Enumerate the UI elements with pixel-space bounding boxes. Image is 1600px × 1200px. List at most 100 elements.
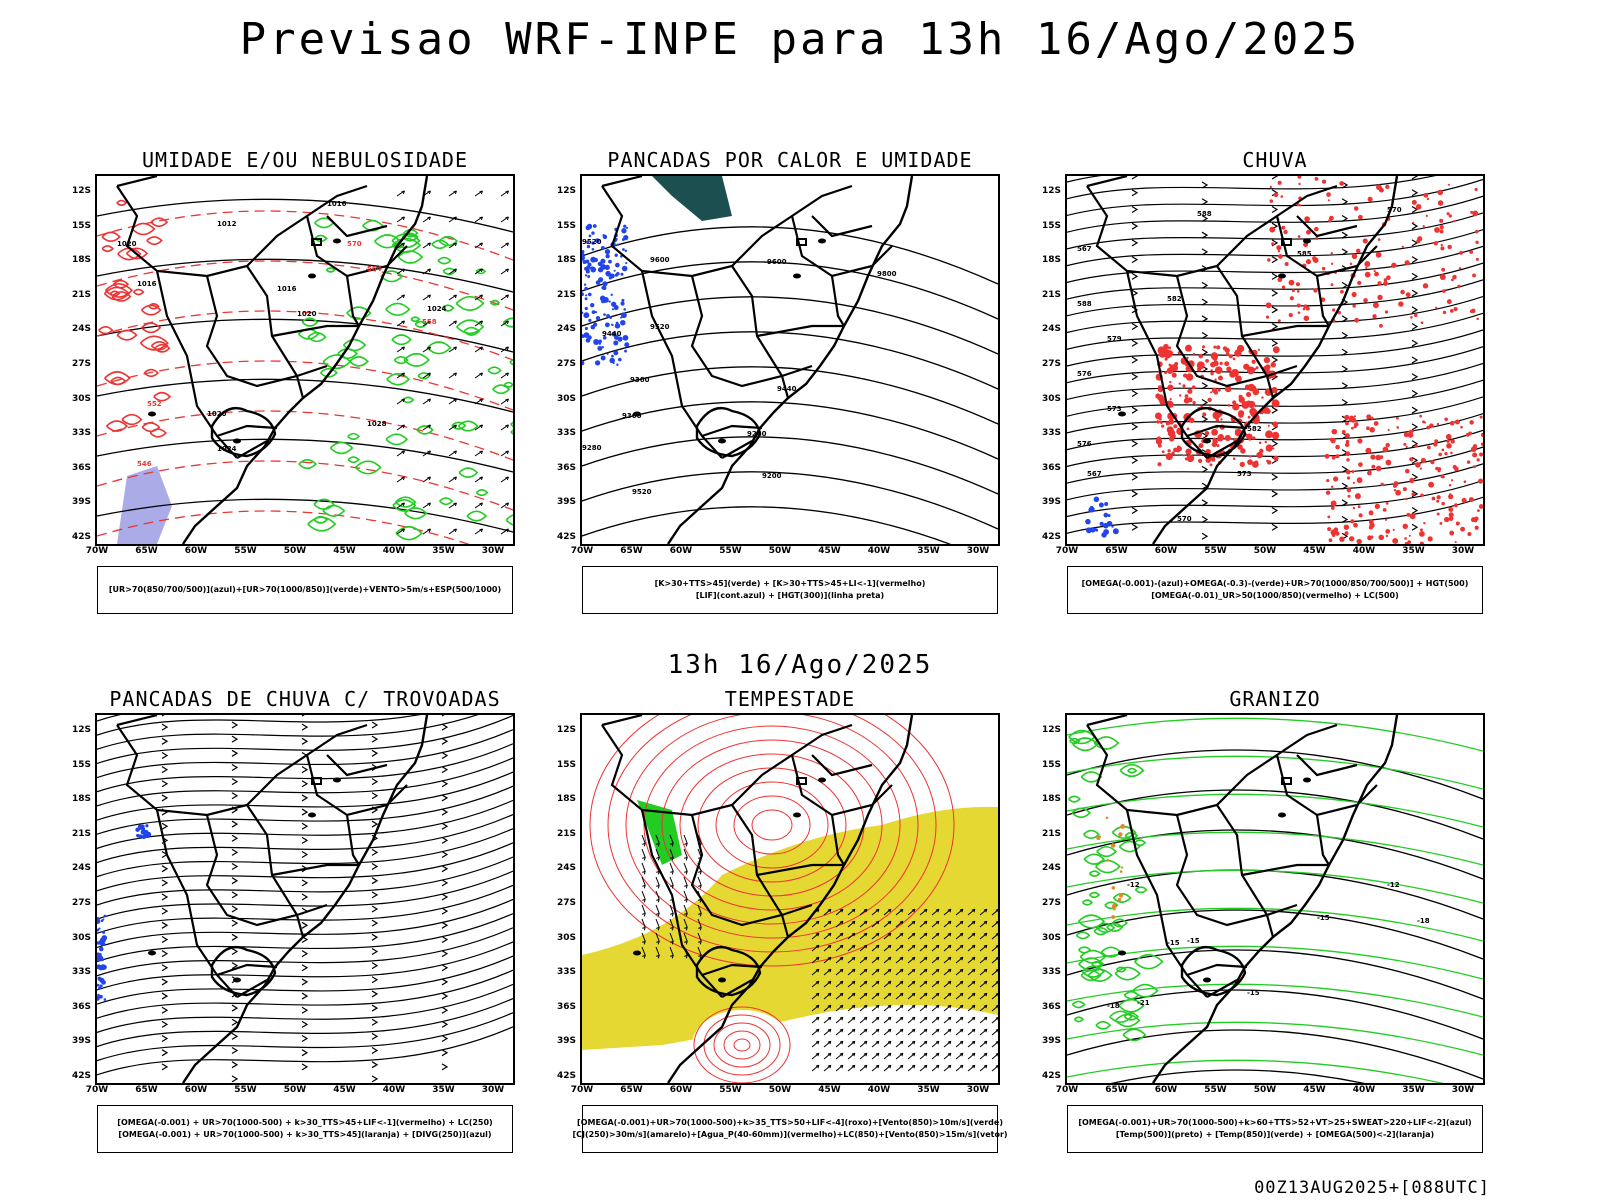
- lake-mark: [333, 238, 341, 244]
- contour-label: 582: [1167, 295, 1182, 303]
- arrowhead: [441, 950, 449, 958]
- arrowhead: [1131, 373, 1139, 381]
- wind-vector: [979, 956, 988, 964]
- rain-area: [1474, 520, 1478, 523]
- wind-vector-head: [863, 1040, 868, 1045]
- arrowhead: [231, 1061, 239, 1069]
- rain-area: [1267, 258, 1271, 262]
- wind-vector-head: [935, 920, 940, 925]
- rain-area: [1395, 489, 1402, 496]
- lat-tick: 21S: [1041, 289, 1061, 300]
- rain-area: [1469, 420, 1474, 425]
- wind-vector-head: [971, 1040, 976, 1045]
- arrowhead: [1411, 373, 1419, 381]
- contour-line: [97, 510, 471, 544]
- rain-area: [1182, 384, 1186, 388]
- wind-vector-head: [923, 968, 928, 973]
- legend-line: [OMEGA(-0.001) + UR>70(1000-500) + k>30_…: [117, 1118, 493, 1127]
- rain-area: [1364, 271, 1371, 278]
- arrowhead: [1131, 339, 1139, 347]
- humidity-contour: [313, 498, 335, 511]
- rain-area: [1435, 466, 1439, 471]
- wind-vector-head: [887, 1052, 892, 1057]
- wind-vector-head: [899, 980, 904, 985]
- rain-area: [1168, 436, 1175, 442]
- wind-vector: [979, 908, 988, 916]
- divg-blue-area: [97, 928, 100, 932]
- arrowhead: [441, 992, 449, 1000]
- rain-area: [1205, 457, 1212, 463]
- wind-vector: [931, 1064, 940, 1072]
- wind-vector: [991, 981, 998, 988]
- wind-vector-head: [427, 372, 431, 377]
- arrowhead: [441, 1006, 449, 1014]
- humidity-contour: [98, 326, 114, 335]
- arrowhead: [1271, 272, 1279, 280]
- rain-area: [1247, 415, 1251, 419]
- rain-area: [1232, 357, 1236, 361]
- wind-vector-head: [851, 1040, 856, 1045]
- humidity-contour: [475, 268, 487, 275]
- rain-area: [1296, 303, 1301, 308]
- state-border: [345, 814, 360, 866]
- wind-vector: [811, 968, 820, 976]
- humidity-contour: [1119, 763, 1145, 778]
- rain-area: [1446, 439, 1450, 443]
- wind-vector-head: [815, 980, 820, 985]
- contour-label: -15: [1247, 989, 1260, 997]
- rain-area: [1320, 297, 1326, 302]
- lat-tick: 36S: [1041, 462, 1061, 473]
- rain-area: [1207, 397, 1212, 403]
- rain-area: [1265, 408, 1271, 414]
- arrowhead: [1411, 256, 1419, 264]
- lat-tick: 24S: [556, 863, 576, 874]
- rain-area: [1306, 229, 1311, 235]
- divg-blue-area: [99, 984, 103, 988]
- lon-tick: 70W: [85, 546, 109, 556]
- rain-area: [1156, 420, 1160, 424]
- lif-blue-contour: [582, 292, 584, 297]
- arrowhead: [231, 721, 239, 729]
- humidity-contour: [148, 303, 160, 310]
- arrowhead: [371, 933, 379, 941]
- wind-vector-head: [971, 944, 976, 949]
- rain-area: [1346, 469, 1351, 475]
- lon-tick: 50W: [768, 1085, 792, 1095]
- wind-vector-head: [851, 908, 856, 913]
- rain-area: [1382, 446, 1389, 453]
- state-border: [216, 424, 278, 438]
- wind-vector-head: [827, 992, 832, 997]
- wind-vector: [859, 980, 868, 988]
- omega-blue-area: [1103, 512, 1109, 518]
- wind-vector: [811, 1040, 820, 1048]
- wind-vector-head: [899, 1064, 904, 1069]
- arrowhead: [231, 863, 239, 871]
- wind-vector-head: [684, 856, 688, 861]
- humidity-contour: [143, 368, 160, 378]
- rain-area: [1344, 531, 1349, 536]
- wind-vector-head: [875, 1004, 880, 1009]
- wind-vector-head: [995, 1004, 998, 1009]
- wind-vector: [931, 956, 940, 964]
- rain-area: [1448, 494, 1454, 500]
- wind-vector-head: [995, 1040, 998, 1045]
- rain-area: [1375, 465, 1382, 472]
- rain-area: [1212, 360, 1219, 367]
- rain-area: [1297, 176, 1302, 179]
- rain-area: [1366, 414, 1372, 420]
- lif-blue-contour: [611, 354, 614, 358]
- lake-mark: [793, 273, 801, 279]
- rain-area: [1410, 316, 1413, 319]
- rain-area: [1479, 452, 1483, 457]
- humidity-contour: [153, 391, 172, 402]
- state-border: [295, 914, 305, 938]
- wind-vector: [859, 944, 868, 952]
- lif-blue-contour: [620, 316, 623, 319]
- lat-tick: 30S: [71, 932, 91, 943]
- wind-vector-head: [887, 920, 892, 925]
- rain-area: [1470, 210, 1474, 214]
- omega-orange-area: [1119, 870, 1123, 873]
- wind-vector: [823, 1040, 832, 1048]
- state-border: [1265, 914, 1275, 938]
- wind-vector-head: [427, 346, 431, 351]
